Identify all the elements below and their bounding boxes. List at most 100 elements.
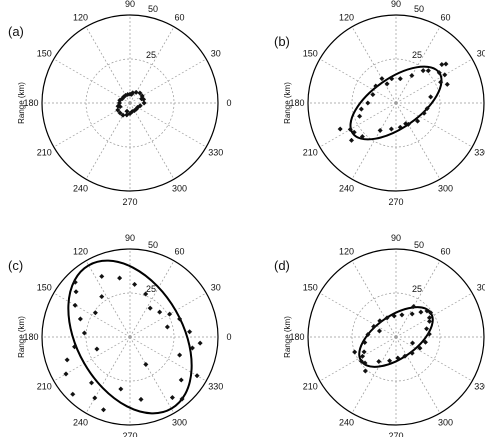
angle-tick-label: 180: [23, 98, 38, 108]
polar-panel-a: (a) 0 30 60 90 120 150 180 210 240 270 300 330 50 25 R…: [8, 0, 232, 207]
data-point: [352, 349, 358, 355]
polar-panel-d: (d) 03060901201501802102402703003305025R…: [274, 233, 485, 437]
panel-label: (b): [274, 34, 290, 49]
data-point: [428, 94, 434, 100]
angle-tick-label: 210: [303, 148, 318, 158]
data-point: [147, 305, 153, 311]
data-point: [438, 79, 444, 85]
data-point: [118, 386, 124, 392]
data-point: [64, 357, 70, 363]
angle-tick-label: 30: [211, 49, 221, 59]
data-point: [117, 275, 123, 281]
data-point: [442, 72, 448, 78]
data-point: [384, 315, 390, 321]
angle-tick-label: 30: [477, 283, 485, 293]
data-point: [132, 281, 138, 287]
angle-spoke: [85, 336, 131, 414]
y-axis-label: Range (km): [283, 316, 292, 358]
data-point: [391, 313, 397, 319]
angle-spoke: [129, 102, 207, 148]
data-point: [424, 308, 430, 314]
data-point: [143, 361, 149, 368]
angle-tick-label: 270: [388, 197, 403, 207]
angle-tick-label: 30: [211, 283, 221, 293]
angle-spoke: [129, 336, 175, 414]
data-point: [178, 377, 184, 383]
outer-circle: [41, 14, 219, 192]
angle-tick-label: 180: [289, 98, 304, 108]
angle-tick-label: 120: [339, 12, 354, 22]
data-point: [357, 113, 363, 119]
data-point: [365, 100, 371, 106]
outer-circle: [41, 248, 219, 426]
panel-label: (d): [274, 258, 290, 273]
data-point: [179, 396, 185, 402]
angle-spoke: [319, 336, 397, 382]
data-point: [376, 328, 383, 334]
data-point: [377, 127, 383, 134]
data-point: [377, 318, 383, 324]
angle-spoke: [395, 102, 441, 180]
angle-tick-label: 150: [37, 283, 52, 293]
angle-tick-label: 90: [391, 233, 401, 243]
angle-tick-label: 60: [174, 246, 184, 256]
angle-tick-label: 120: [73, 246, 88, 256]
panel-label: (c): [8, 258, 23, 273]
data-point: [439, 61, 445, 68]
data-point: [443, 61, 449, 67]
data-point: [362, 360, 368, 366]
angle-tick-label: 300: [438, 184, 453, 194]
angle-tick-label: 270: [122, 197, 137, 207]
data-point: [409, 311, 415, 317]
range-tick-label: 25: [412, 50, 422, 60]
data-point: [187, 329, 193, 335]
angle-tick-label: 330: [208, 382, 223, 392]
data-point: [124, 108, 130, 114]
data-point: [128, 91, 135, 97]
data-point: [397, 124, 403, 130]
data-point: [63, 371, 69, 377]
data-point: [379, 76, 385, 82]
data-point: [169, 394, 175, 401]
angle-tick-label: 330: [474, 148, 485, 158]
data-point: [138, 396, 144, 402]
data-point: [403, 121, 409, 127]
data-point: [409, 340, 416, 346]
data-point: [92, 395, 98, 401]
data-point: [117, 110, 123, 116]
data-point: [133, 89, 139, 95]
angle-tick-label: 270: [122, 431, 137, 437]
data-point: [348, 137, 355, 143]
data-point: [100, 407, 107, 413]
angle-spoke: [85, 102, 131, 180]
data-point: [77, 316, 83, 322]
polar-panel-b: (b) 03060901201501802102402703003305025R…: [274, 0, 485, 207]
angle-tick-label: 180: [23, 332, 38, 342]
data-point: [141, 100, 147, 106]
data-point: [397, 76, 403, 82]
y-axis-label: Range (km): [283, 82, 292, 124]
angle-tick-label: 90: [391, 0, 401, 9]
angle-tick-label: 300: [172, 184, 187, 194]
angle-tick-label: 270: [388, 431, 403, 437]
data-point: [411, 303, 417, 310]
data-point: [120, 112, 126, 118]
angle-tick-label: 30: [477, 49, 485, 59]
data-point: [376, 358, 382, 365]
data-point: [143, 291, 149, 297]
angle-tick-label: 300: [438, 418, 453, 428]
data-point: [88, 380, 95, 386]
data-point: [361, 349, 367, 355]
data-point: [337, 126, 343, 132]
angle-spoke: [351, 260, 397, 338]
range-tick-label: 25: [146, 50, 156, 60]
data-point: [71, 344, 78, 350]
angle-spoke: [395, 336, 473, 382]
data-point: [409, 72, 415, 79]
angle-spoke: [395, 336, 441, 414]
data-point: [370, 91, 376, 98]
angle-spoke: [53, 292, 131, 338]
data-point: [362, 339, 368, 346]
angle-spoke: [351, 102, 397, 180]
